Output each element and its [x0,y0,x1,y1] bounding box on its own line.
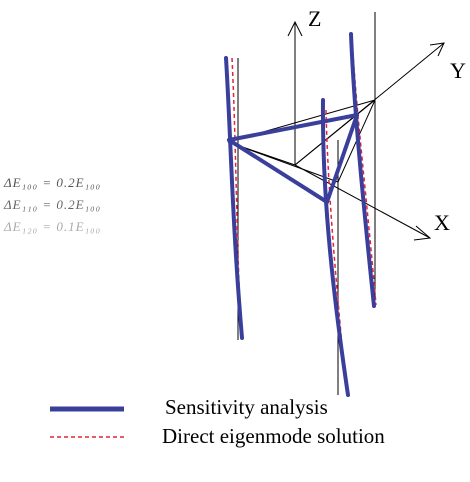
equation-1: ΔE₁₀₀ = 0.2E₁₀₀ [4,175,102,190]
sensitivity-shape [224,32,376,397]
sensitivity-column-right [349,32,376,308]
legend-label-sensitivity: Sensitivity analysis [165,395,328,419]
y-arrow-head [429,42,445,57]
sensitivity-brace-right [325,113,359,204]
sensitivity-column-middle [320,98,350,397]
equation-2: ΔE₁₁₀ = 0.2E₁₀₀ [4,197,102,212]
y-axis [294,42,445,166]
equation-3: ΔE₁₂₀ = 0.1E₁₀₀ [4,219,102,234]
y-axis-label: Y [450,58,466,83]
sensitivity-column-left [224,56,244,340]
x-arrow-head [413,225,432,241]
legend: Sensitivity analysis Direct eigenmode so… [50,395,385,448]
legend-label-direct: Direct eigenmode solution [162,424,385,448]
x-axis-label: X [434,210,450,235]
z-axis-label: Z [308,6,321,31]
sensitivity-brace-top [227,113,359,142]
equation-list: ΔE₁₀₀ = 0.2E₁₀₀ ΔE₁₁₀ = 0.2E₁₀₀ ΔE₁₂₀ = … [4,172,204,238]
direct-column-right [351,37,377,306]
z-arrow-head [287,20,303,37]
sensitivity-brace-left [227,138,329,204]
